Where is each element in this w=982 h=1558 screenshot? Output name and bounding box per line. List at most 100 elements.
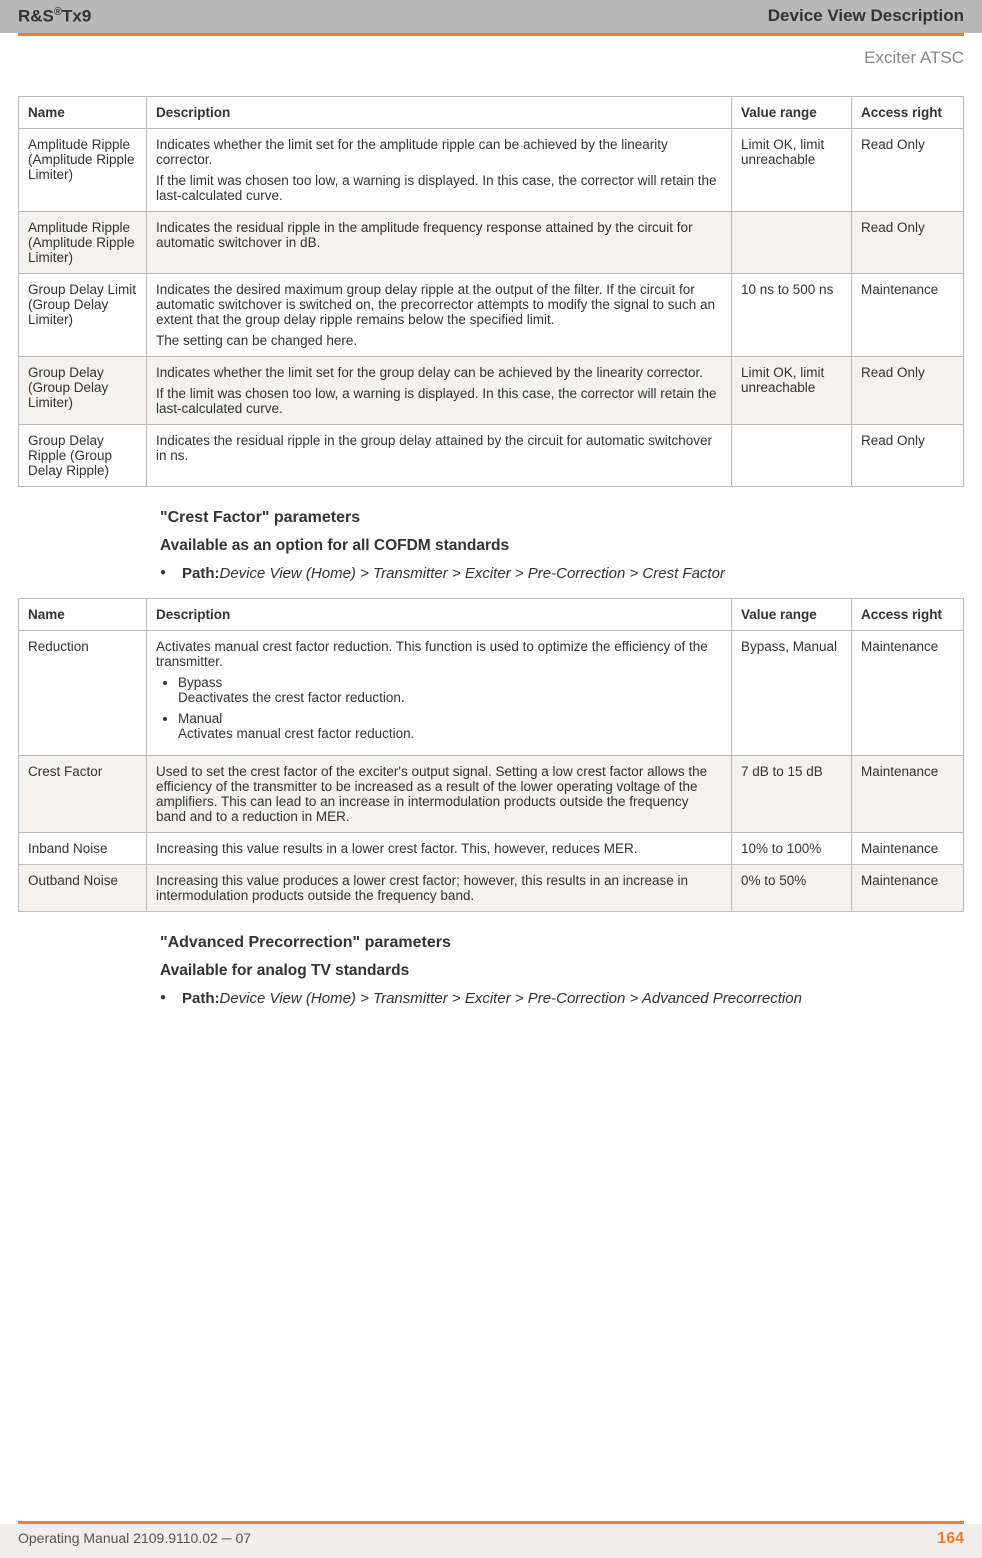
col-description: Description xyxy=(147,96,732,128)
table-row: Amplitude Ripple (Amplitude Ripple Limit… xyxy=(19,128,964,211)
section-heading: "Advanced Precorrection" parameters xyxy=(160,934,964,952)
cell-access: Maintenance xyxy=(852,273,964,356)
path-label: Path: xyxy=(182,990,220,1007)
footer-page-number: 164 xyxy=(937,1530,964,1548)
parameters-table-1: Name Description Value range Access righ… xyxy=(18,96,964,487)
cell-access: Read Only xyxy=(852,128,964,211)
cell-range xyxy=(732,424,852,486)
cell-access: Read Only xyxy=(852,424,964,486)
cell-range: Bypass, Manual xyxy=(732,630,852,755)
col-access-right: Access right xyxy=(852,96,964,128)
footer-row: Operating Manual 2109.9110.02 ─ 07 164 xyxy=(0,1524,982,1558)
header-subtitle: Exciter ATSC xyxy=(0,36,982,68)
cell-name: Group Delay (Group Delay Limiter) xyxy=(19,356,147,424)
col-value-range: Value range xyxy=(732,96,852,128)
desc-text: Indicates the residual ripple in the amp… xyxy=(156,220,722,250)
list-item: Manual Activates manual crest factor red… xyxy=(178,711,722,741)
cell-name: Group Delay Limit (Group Delay Limiter) xyxy=(19,273,147,356)
registered-icon: ® xyxy=(54,6,62,18)
table-header-row: Name Description Value range Access righ… xyxy=(19,598,964,630)
section-heading: "Crest Factor" parameters xyxy=(160,509,964,527)
cell-name: Reduction xyxy=(19,630,147,755)
list-item-title: Manual xyxy=(178,711,722,726)
table-row: Reduction Activates manual crest factor … xyxy=(19,630,964,755)
desc-text: Used to set the crest factor of the exci… xyxy=(156,764,722,824)
footer-manual-id: Operating Manual 2109.9110.02 ─ 07 xyxy=(18,1530,251,1548)
desc-text: The setting can be changed here. xyxy=(156,333,722,348)
content: Name Description Value range Access righ… xyxy=(0,68,982,1007)
cell-range: 10% to 100% xyxy=(732,832,852,864)
cell-name: Crest Factor xyxy=(19,755,147,832)
header-bar: R&S®Tx9 Device View Description xyxy=(0,0,982,33)
cell-range xyxy=(732,211,852,273)
table-row: Outband Noise Increasing this value prod… xyxy=(19,864,964,911)
table-row: Crest Factor Used to set the crest facto… xyxy=(19,755,964,832)
cell-range: Limit OK, limit unreachable xyxy=(732,356,852,424)
cell-name: Outband Noise xyxy=(19,864,147,911)
section-subheading: Available as an option for all COFDM sta… xyxy=(160,537,964,555)
cell-description: Used to set the crest factor of the exci… xyxy=(147,755,732,832)
cell-name: Amplitude Ripple (Amplitude Ripple Limit… xyxy=(19,128,147,211)
path-value: Device View (Home) > Transmitter > Excit… xyxy=(220,990,802,1007)
table-header-row: Name Description Value range Access righ… xyxy=(19,96,964,128)
desc-text: Increasing this value results in a lower… xyxy=(156,841,722,856)
col-description: Description xyxy=(147,598,732,630)
desc-text: Indicates the residual ripple in the gro… xyxy=(156,433,722,463)
footer: Operating Manual 2109.9110.02 ─ 07 164 xyxy=(0,1521,982,1558)
path-line: Path:Device View (Home) > Transmitter > … xyxy=(160,990,964,1007)
section-subheading: Available for analog TV standards xyxy=(160,962,964,980)
cell-description: Increasing this value produces a lower c… xyxy=(147,864,732,911)
desc-text: Indicates whether the limit set for the … xyxy=(156,137,722,167)
path-label: Path: xyxy=(182,565,220,582)
cell-description: Indicates the desired maximum group dela… xyxy=(147,273,732,356)
table-row: Group Delay Ripple (Group Delay Ripple) … xyxy=(19,424,964,486)
list-item: Bypass Deactivates the crest factor redu… xyxy=(178,675,722,705)
header-product: R&S®Tx9 xyxy=(18,6,91,27)
list-item-title: Bypass xyxy=(178,675,722,690)
cell-name: Inband Noise xyxy=(19,832,147,864)
col-access-right: Access right xyxy=(852,598,964,630)
parameters-table-2: Name Description Value range Access righ… xyxy=(18,598,964,912)
desc-text: Increasing this value produces a lower c… xyxy=(156,873,722,903)
cell-range: Limit OK, limit unreachable xyxy=(732,128,852,211)
cell-description: Activates manual crest factor reduction.… xyxy=(147,630,732,755)
cell-range: 0% to 50% xyxy=(732,864,852,911)
cell-description: Indicates whether the limit set for the … xyxy=(147,356,732,424)
cell-access: Maintenance xyxy=(852,864,964,911)
page: R&S®Tx9 Device View Description Exciter … xyxy=(0,0,982,1558)
section-crest-factor: "Crest Factor" parameters Available as a… xyxy=(18,509,964,582)
cell-access: Read Only xyxy=(852,356,964,424)
path-value: Device View (Home) > Transmitter > Excit… xyxy=(220,565,725,582)
table-row: Group Delay (Group Delay Limiter) Indica… xyxy=(19,356,964,424)
cell-access: Maintenance xyxy=(852,630,964,755)
desc-list: Bypass Deactivates the crest factor redu… xyxy=(156,675,722,741)
cell-description: Indicates the residual ripple in the amp… xyxy=(147,211,732,273)
product-prefix: R&S xyxy=(18,7,54,26)
col-value-range: Value range xyxy=(732,598,852,630)
header-title: Device View Description xyxy=(768,6,964,26)
desc-text: If the limit was chosen too low, a warni… xyxy=(156,386,722,416)
desc-text: Indicates the desired maximum group dela… xyxy=(156,282,722,327)
section-advanced-precorrection: "Advanced Precorrection" parameters Avai… xyxy=(18,934,964,1007)
list-item-sub: Activates manual crest factor reduction. xyxy=(178,726,722,741)
cell-description: Indicates the residual ripple in the gro… xyxy=(147,424,732,486)
table-row: Inband Noise Increasing this value resul… xyxy=(19,832,964,864)
list-item-sub: Deactivates the crest factor reduction. xyxy=(178,690,722,705)
cell-description: Indicates whether the limit set for the … xyxy=(147,128,732,211)
cell-access: Maintenance xyxy=(852,755,964,832)
desc-text: Indicates whether the limit set for the … xyxy=(156,365,722,380)
table-row: Group Delay Limit (Group Delay Limiter) … xyxy=(19,273,964,356)
table-row: Amplitude Ripple (Amplitude Ripple Limit… xyxy=(19,211,964,273)
cell-name: Amplitude Ripple (Amplitude Ripple Limit… xyxy=(19,211,147,273)
cell-access: Read Only xyxy=(852,211,964,273)
cell-range: 7 dB to 15 dB xyxy=(732,755,852,832)
desc-text: If the limit was chosen too low, a warni… xyxy=(156,173,722,203)
product-model: Tx9 xyxy=(62,7,91,26)
cell-range: 10 ns to 500 ns xyxy=(732,273,852,356)
col-name: Name xyxy=(19,598,147,630)
cell-name: Group Delay Ripple (Group Delay Ripple) xyxy=(19,424,147,486)
col-name: Name xyxy=(19,96,147,128)
desc-text: Activates manual crest factor reduction.… xyxy=(156,639,722,669)
cell-description: Increasing this value results in a lower… xyxy=(147,832,732,864)
cell-access: Maintenance xyxy=(852,832,964,864)
